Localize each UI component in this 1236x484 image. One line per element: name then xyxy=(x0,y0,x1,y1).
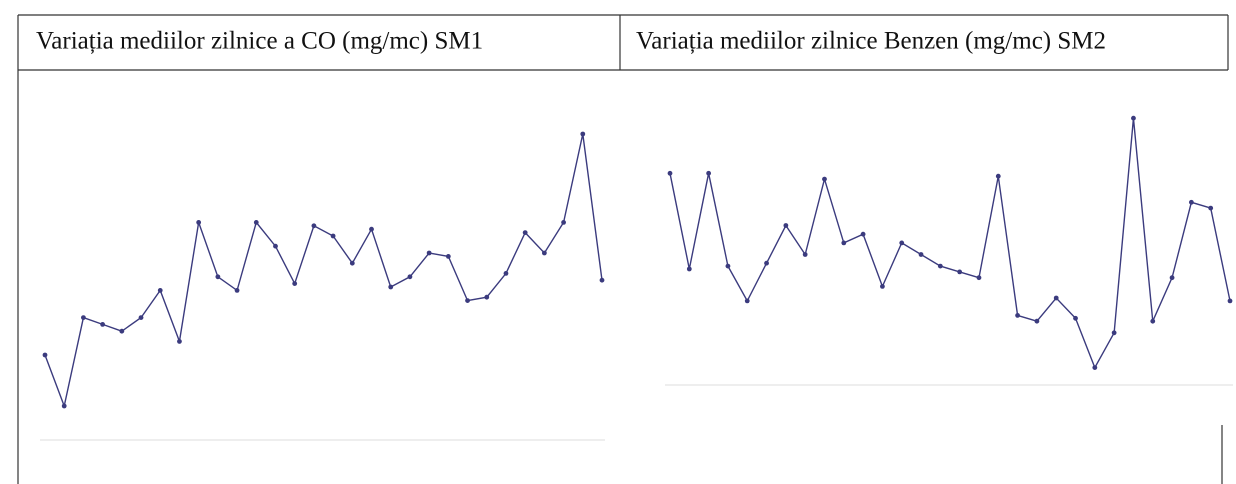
data-point xyxy=(157,288,163,293)
data-point xyxy=(522,230,528,236)
data-point xyxy=(503,271,509,276)
data-point xyxy=(706,170,712,176)
data-point xyxy=(1034,318,1040,324)
data-point xyxy=(918,252,924,257)
data-point xyxy=(783,223,789,228)
data-point xyxy=(802,252,808,257)
data-point xyxy=(388,284,394,290)
data-point xyxy=(937,263,943,269)
data-point xyxy=(764,260,769,266)
data-point xyxy=(1073,315,1078,321)
data-point xyxy=(1169,275,1175,281)
data-point xyxy=(1150,318,1156,324)
data-point xyxy=(995,173,1001,179)
data-point xyxy=(580,131,586,137)
cell-title: Variația mediilor zilnice a CO (mg/mc) S… xyxy=(36,28,483,55)
data-point xyxy=(330,233,336,239)
data-point xyxy=(138,315,144,320)
data-point xyxy=(273,243,278,249)
data-point xyxy=(1188,199,1194,205)
data-point xyxy=(561,220,566,225)
data-point xyxy=(1053,295,1059,301)
data-point xyxy=(292,281,298,286)
data-point xyxy=(484,294,490,300)
data-point xyxy=(599,277,605,283)
data-point xyxy=(541,250,547,256)
table-frame xyxy=(17,14,1229,484)
data-point xyxy=(349,260,355,266)
data-point xyxy=(61,403,67,409)
data-point xyxy=(426,250,432,256)
data-point xyxy=(215,274,221,280)
data-point xyxy=(686,266,692,272)
data-line xyxy=(44,133,603,409)
data-point xyxy=(234,288,240,293)
data-point xyxy=(81,315,86,320)
data-point xyxy=(1208,205,1214,211)
data-point xyxy=(976,275,982,281)
data-point xyxy=(880,284,885,289)
data-point xyxy=(822,176,827,182)
data-point xyxy=(253,220,259,225)
data-point xyxy=(407,274,413,280)
data-point xyxy=(957,269,963,275)
data-point xyxy=(42,352,48,358)
data-point xyxy=(1092,365,1098,370)
data-point xyxy=(465,298,470,303)
data-point xyxy=(667,170,673,176)
data-point xyxy=(311,223,317,229)
cell-title: Variația mediilor zilnice Benzen (mg/mc)… xyxy=(636,28,1106,55)
data-line xyxy=(669,118,1231,370)
data-point xyxy=(1131,115,1136,121)
data-point xyxy=(177,339,182,344)
data-point xyxy=(1111,330,1117,336)
data-point xyxy=(744,298,750,304)
data-point xyxy=(1015,313,1020,318)
data-point xyxy=(1227,298,1233,304)
data-point xyxy=(841,240,847,246)
data-point xyxy=(100,322,106,327)
data-point xyxy=(860,231,866,237)
data-point xyxy=(899,240,905,246)
data-point xyxy=(119,328,125,334)
data-point xyxy=(725,263,731,269)
data-point xyxy=(445,254,451,259)
data-point xyxy=(196,220,202,225)
data-point xyxy=(369,226,374,232)
